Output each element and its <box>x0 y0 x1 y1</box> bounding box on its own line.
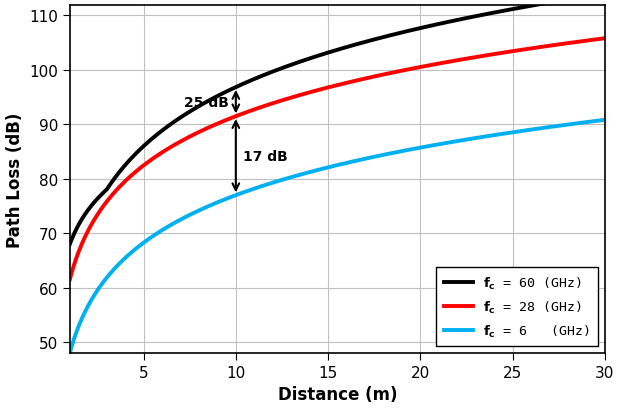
Line: $\mathbf{f_c}$ = 60 (GHz): $\mathbf{f_c}$ = 60 (GHz) <box>70 0 604 245</box>
$\mathbf{f_c}$ = 28 (GHz) <box>326 85 334 90</box>
$\mathbf{f_c}$ = 6   (GHz) <box>66 351 74 356</box>
$\mathbf{f_c}$ = 60 (GHz) <box>312 55 319 60</box>
$\mathbf{f_c}$ = 28 (GHz) <box>585 39 593 44</box>
Line: $\mathbf{f_c}$ = 28 (GHz): $\mathbf{f_c}$ = 28 (GHz) <box>70 39 604 280</box>
$\mathbf{f_c}$ = 60 (GHz) <box>66 242 74 247</box>
$\mathbf{f_c}$ = 28 (GHz) <box>66 277 74 282</box>
$\mathbf{f_c}$ = 6   (GHz) <box>601 118 608 123</box>
Legend: $\mathbf{f_c}$ = 60 (GHz), $\mathbf{f_c}$ = 28 (GHz), $\mathbf{f_c}$ = 6   (GHz): $\mathbf{f_c}$ = 60 (GHz), $\mathbf{f_c}… <box>436 267 598 347</box>
$\mathbf{f_c}$ = 6   (GHz) <box>326 165 334 170</box>
$\mathbf{f_c}$ = 6   (GHz) <box>585 120 593 125</box>
$\mathbf{f_c}$ = 6   (GHz) <box>94 289 101 294</box>
$\mathbf{f_c}$ = 60 (GHz) <box>94 197 101 202</box>
$\mathbf{f_c}$ = 6   (GHz) <box>487 134 495 139</box>
Text: 17 dB: 17 dB <box>243 149 288 163</box>
$\mathbf{f_c}$ = 28 (GHz) <box>601 37 608 42</box>
$\mathbf{f_c}$ = 6   (GHz) <box>312 169 319 173</box>
X-axis label: Distance (m): Distance (m) <box>278 386 397 403</box>
$\mathbf{f_c}$ = 60 (GHz) <box>487 12 495 17</box>
$\mathbf{f_c}$ = 28 (GHz) <box>585 39 593 44</box>
Y-axis label: Path Loss (dB): Path Loss (dB) <box>6 112 24 247</box>
$\mathbf{f_c}$ = 28 (GHz) <box>487 53 495 58</box>
$\mathbf{f_c}$ = 60 (GHz) <box>326 50 334 55</box>
Text: 25 dB: 25 dB <box>184 95 228 109</box>
$\mathbf{f_c}$ = 28 (GHz) <box>94 213 101 218</box>
$\mathbf{f_c}$ = 6   (GHz) <box>585 120 593 125</box>
Line: $\mathbf{f_c}$ = 6   (GHz): $\mathbf{f_c}$ = 6 (GHz) <box>70 121 604 353</box>
$\mathbf{f_c}$ = 28 (GHz) <box>312 89 319 94</box>
